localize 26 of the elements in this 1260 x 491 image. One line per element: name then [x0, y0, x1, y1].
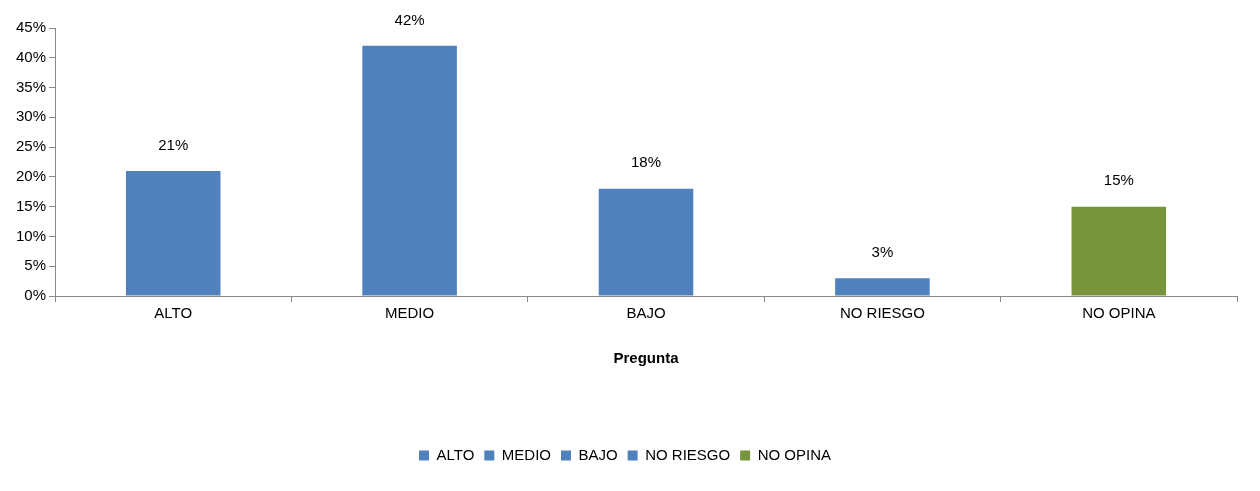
y-tick-label: 0% — [24, 286, 47, 304]
data-label: 42% — [394, 10, 425, 28]
y-tick-label: 45% — [15, 18, 47, 36]
x-tick-label: ALTO — [154, 304, 193, 322]
y-tick-label: 40% — [15, 47, 47, 65]
legend-label: BAJO — [578, 445, 618, 463]
x-tick-label: BAJO — [626, 304, 666, 322]
y-tick-label: 30% — [15, 107, 47, 125]
y-tick-label: 35% — [15, 77, 47, 95]
legend-label: MEDIO — [501, 445, 551, 463]
y-tick-label: 20% — [15, 167, 47, 185]
data-label: 15% — [1103, 171, 1134, 189]
legend-label: NO RIESGO — [645, 445, 731, 463]
y-tick-label: 10% — [15, 226, 47, 244]
data-label: 3% — [871, 242, 894, 260]
x-tick-label: MEDIO — [385, 304, 435, 322]
x-axis-title: Pregunta — [613, 349, 680, 367]
data-label: 18% — [631, 153, 662, 171]
x-tick-label: NO RIESGO — [839, 304, 925, 322]
y-tick-label: 15% — [15, 196, 47, 214]
data-label: 21% — [158, 135, 189, 153]
y-tick-label: 25% — [15, 137, 47, 155]
x-tick-label: NO OPINA — [1082, 304, 1156, 322]
legend-label: NO OPINA — [757, 445, 832, 463]
y-tick-label: 5% — [24, 256, 47, 274]
legend-label: ALTO — [436, 445, 475, 463]
